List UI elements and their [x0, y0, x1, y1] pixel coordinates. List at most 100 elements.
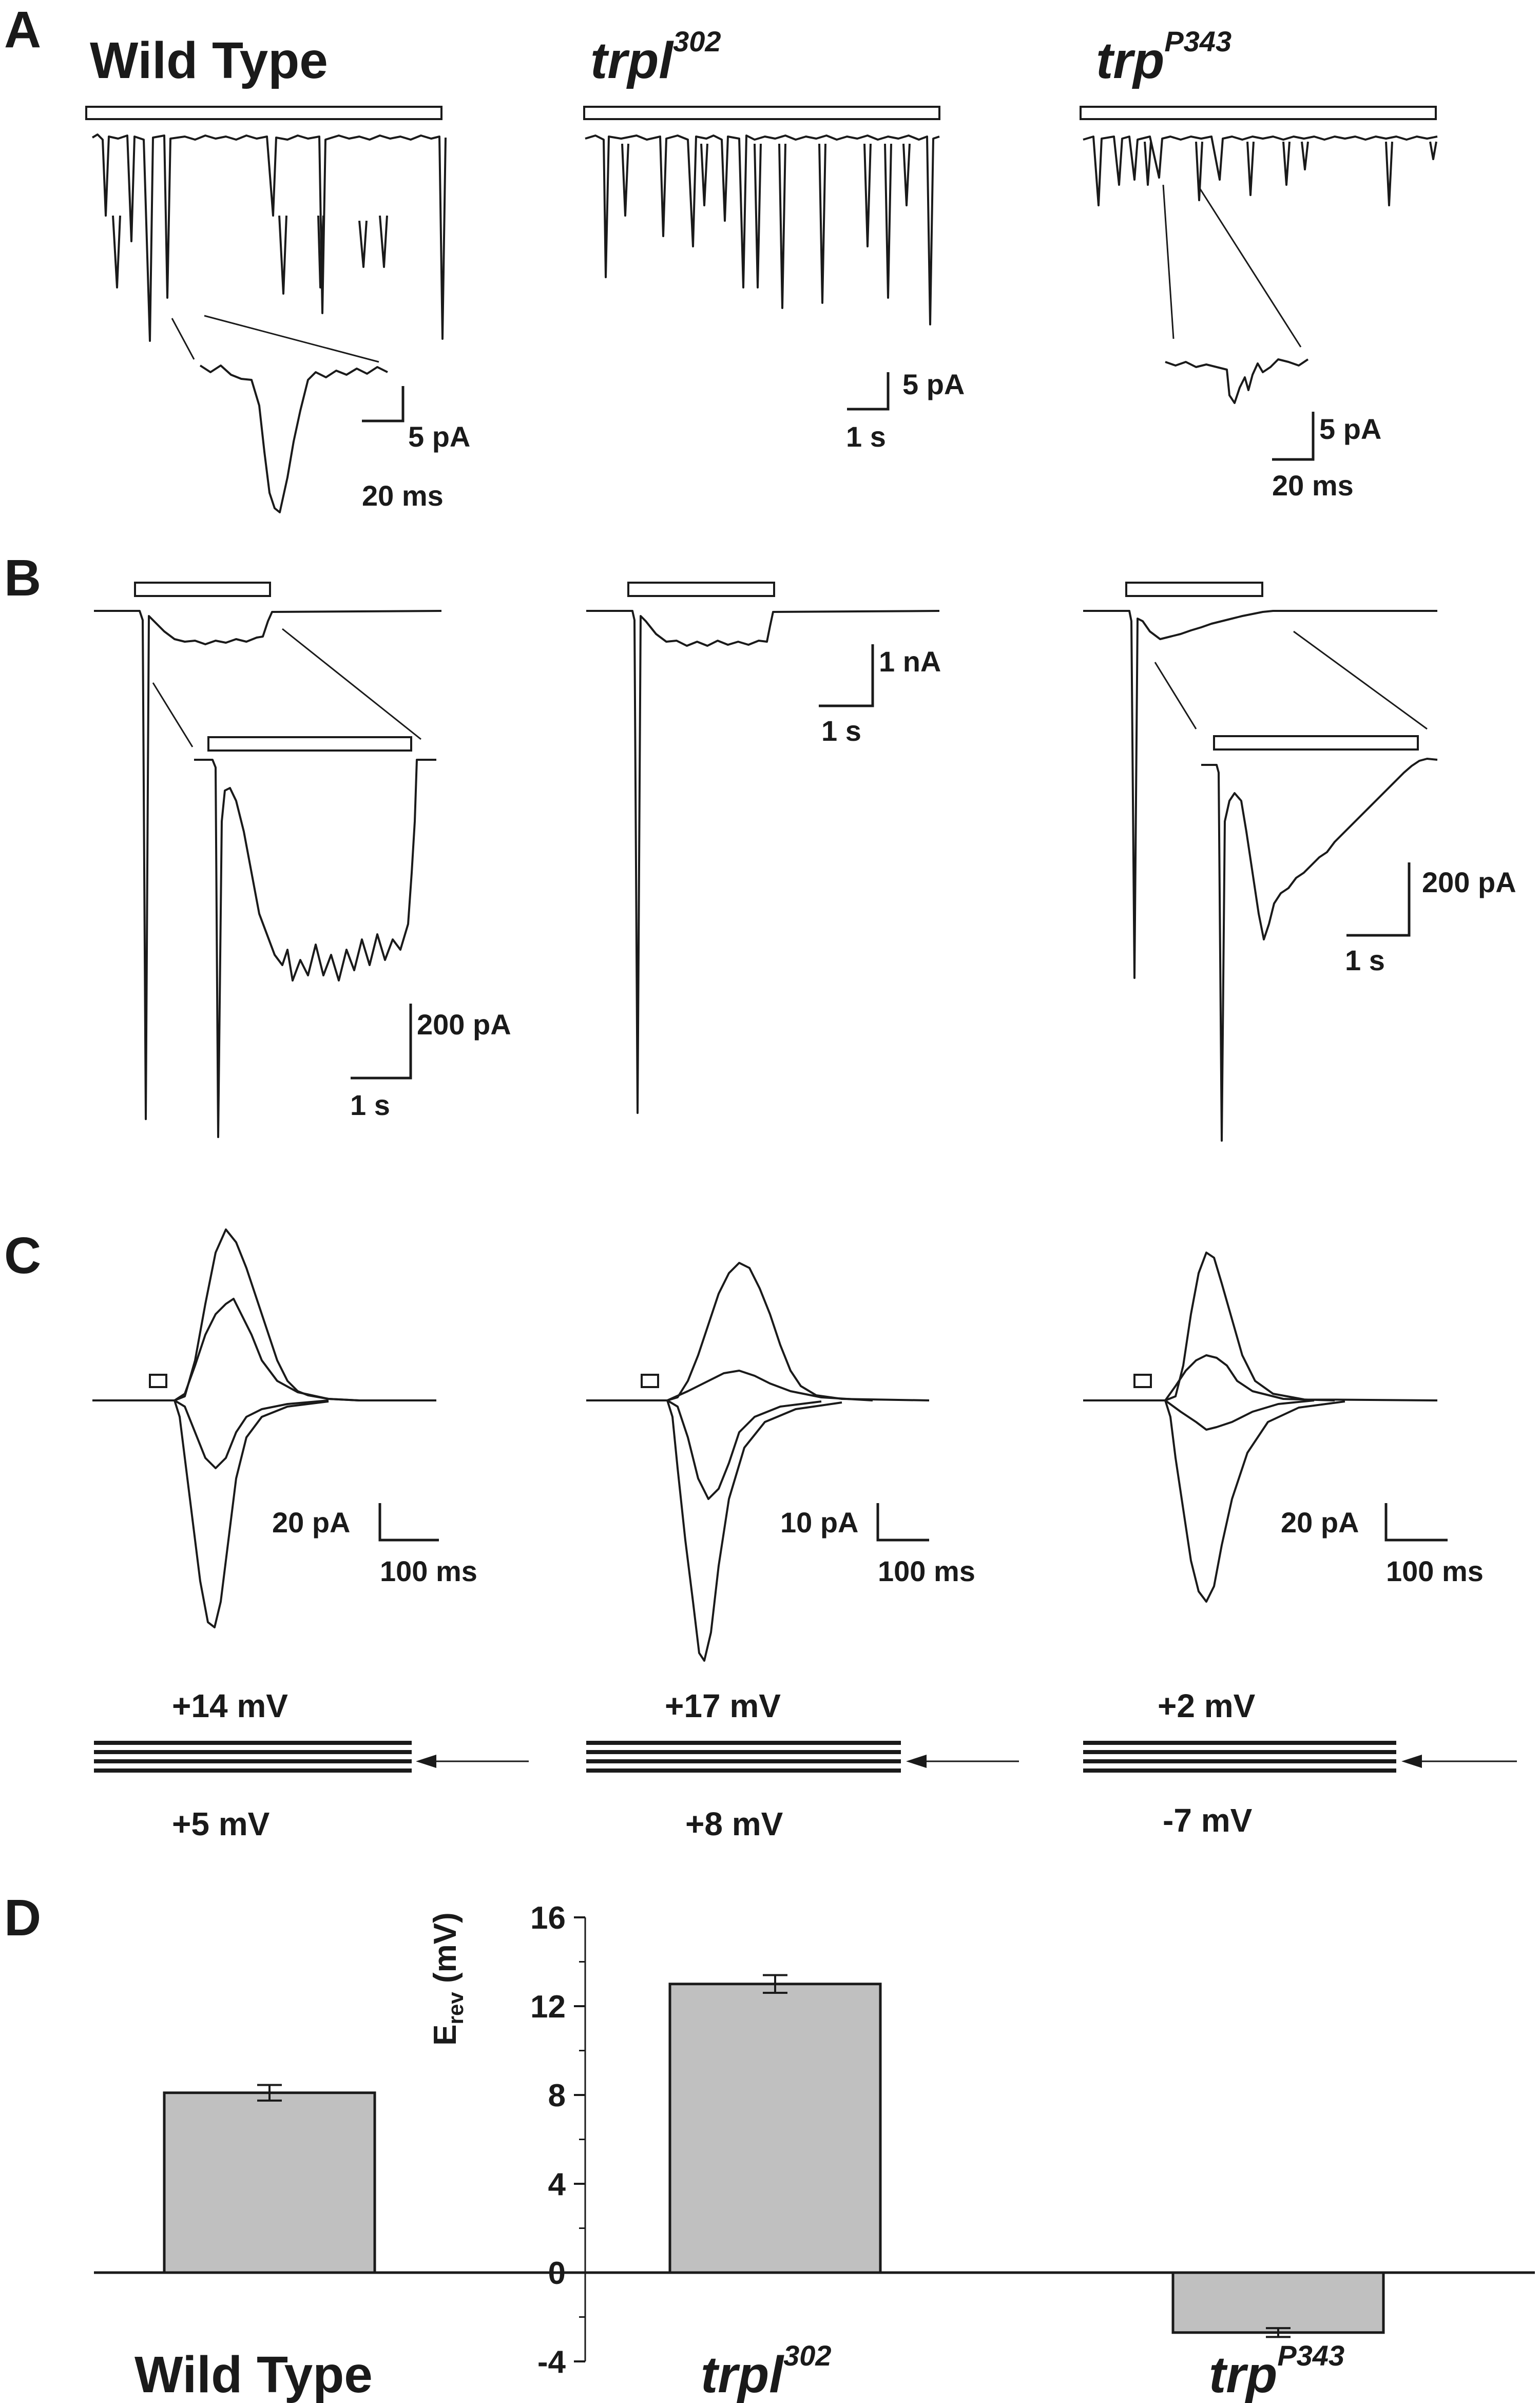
trp-iv-trace — [1083, 1252, 1438, 1401]
bar — [1171, 2271, 1385, 2334]
y-tick-label: 8 — [548, 2078, 566, 2113]
voltage-steps — [94, 1741, 412, 1773]
zoom-line — [1293, 630, 1428, 730]
wt-voltage-bottom: +5 mV — [172, 1805, 270, 1842]
genotype-title-wild-type: Wild Type — [90, 32, 328, 89]
y-tick-label: 16 — [530, 1900, 566, 1936]
trace-scale-x: 1 s — [821, 715, 861, 747]
wt-iv-trace — [174, 1400, 329, 1628]
stimulus-bar — [1080, 106, 1437, 120]
trpl-scale-y: 10 pA — [780, 1506, 859, 1539]
x-label-wild-type: Wild Type — [134, 2346, 373, 2403]
stimulus-bar — [207, 736, 412, 752]
trp-inset-scale-x: 1 s — [1345, 944, 1385, 976]
y-tick-label: 4 — [548, 2167, 566, 2202]
trpl-bump-trace — [585, 134, 940, 325]
wt-light-response-inset — [194, 759, 436, 1138]
x-label-trpl: trpl302 — [701, 2339, 832, 2403]
stimulus-bar — [85, 106, 442, 120]
y-tick-label: 12 — [530, 1989, 566, 2025]
scale-bar — [1346, 862, 1411, 937]
zoom-line — [1162, 184, 1175, 339]
scale-bar — [351, 1004, 412, 1080]
trpl-bump-trace-lower — [621, 143, 911, 309]
trp-inset-scale-y: 5 pA — [1319, 413, 1381, 445]
scale-bar — [1272, 412, 1315, 461]
stimulus-bar — [641, 1374, 659, 1388]
wt-iv-trace — [174, 1399, 329, 1469]
bar — [163, 2091, 376, 2274]
wt-bump-inset — [199, 364, 388, 513]
trace-scale-y: 5 pA — [902, 368, 965, 400]
stimulus-bar — [1133, 1374, 1152, 1388]
trpl-scale-x: 100 ms — [878, 1555, 975, 1587]
trpl-voltage-top: +17 mV — [665, 1687, 781, 1724]
panel-c: 20 pA 100 ms +14 mV +5 mV 10 pA 100 ms +… — [92, 1228, 1517, 1842]
voltage-steps — [1083, 1741, 1396, 1773]
trpl-iv-trace — [586, 1262, 930, 1401]
wt-iv-trace — [92, 1228, 436, 1401]
trp-inset-scale-x: 20 ms — [1272, 469, 1354, 502]
trp-bump-trace-lower — [1144, 141, 1437, 206]
trace-scale-y: 1 nA — [879, 645, 941, 678]
y-ticks: -4 0 4 8 12 16 — [530, 1900, 585, 2380]
zoom-line — [1154, 662, 1197, 729]
wt-voltage-top: +14 mV — [172, 1687, 288, 1724]
error-bar — [763, 1974, 787, 1994]
wt-scale-y: 20 pA — [272, 1506, 351, 1539]
arrow-icon — [906, 1755, 927, 1768]
wt-scale-x: 100 ms — [380, 1555, 477, 1587]
stimulus-bar — [134, 582, 271, 597]
panel-label-d: D — [4, 1889, 41, 1947]
genotype-title-trp: trpP343 — [1096, 25, 1231, 89]
arrow-icon — [1401, 1755, 1422, 1768]
panel-label-c: C — [4, 1227, 41, 1284]
trp-scale-x: 100 ms — [1386, 1555, 1484, 1587]
zoom-line — [1198, 187, 1302, 348]
wt-bump-trace-lower — [112, 215, 388, 295]
stimulus-bar — [1125, 582, 1263, 597]
trpl-voltage-bottom: +8 mV — [685, 1805, 783, 1842]
wt-iv-trace — [174, 1298, 360, 1401]
stimulus-bar — [1213, 735, 1419, 751]
wt-light-response — [94, 610, 442, 1120]
arrow-icon — [416, 1755, 436, 1768]
trp-bump-trace — [1083, 136, 1438, 206]
stimulus-bar — [583, 106, 940, 120]
bar — [668, 1983, 882, 2274]
genotype-title-trpl: trpl302 — [590, 25, 721, 89]
trp-light-response — [1083, 610, 1437, 979]
zoom-line — [171, 318, 195, 360]
panel-b: 200 pA 1 s 1 nA 1 s 200 pA 1 s — [94, 582, 1516, 1142]
stimulus-bar — [149, 1374, 167, 1388]
y-tick-label: 0 — [548, 2256, 566, 2291]
wt-bump-trace — [91, 133, 447, 342]
y-tick-label: -4 — [537, 2344, 566, 2380]
wt-inset-scale-y: 5 pA — [408, 420, 470, 453]
scale-bar — [847, 372, 890, 411]
trp-scale-y: 20 pA — [1281, 1506, 1359, 1539]
panel-a: 5 pA 20 ms 5 pA 1 s 5 pA 20 ms — [85, 106, 1438, 513]
scale-bar — [378, 1503, 439, 1542]
trp-iv-trace — [1164, 1354, 1335, 1401]
y-axis-label: Erev (mV) — [428, 1912, 468, 2045]
scale-bar — [819, 644, 874, 707]
trp-voltage-top: +2 mV — [1158, 1687, 1256, 1724]
scale-bar — [876, 1503, 929, 1542]
trp-light-response-inset — [1201, 758, 1438, 1142]
wt-inset-scale-y: 200 pA — [417, 1008, 511, 1041]
stimulus-bar — [627, 582, 775, 597]
trpl-light-response — [586, 610, 940, 1114]
trpl-iv-trace — [666, 1400, 842, 1662]
trp-inset-scale-y: 200 pA — [1422, 866, 1516, 898]
wt-inset-scale-x: 20 ms — [362, 479, 444, 512]
trpl-iv-trace — [667, 1370, 873, 1401]
trace-scale-x: 1 s — [846, 420, 886, 453]
error-bar — [257, 2084, 282, 2102]
erev-bar-chart: -4 0 4 8 12 16 Erev (mV) — [94, 1900, 1535, 2380]
trp-iv-trace — [1164, 1400, 1345, 1603]
trp-iv-trace — [1164, 1399, 1315, 1431]
zoom-line — [204, 315, 379, 363]
panel-label-b: B — [4, 549, 41, 607]
